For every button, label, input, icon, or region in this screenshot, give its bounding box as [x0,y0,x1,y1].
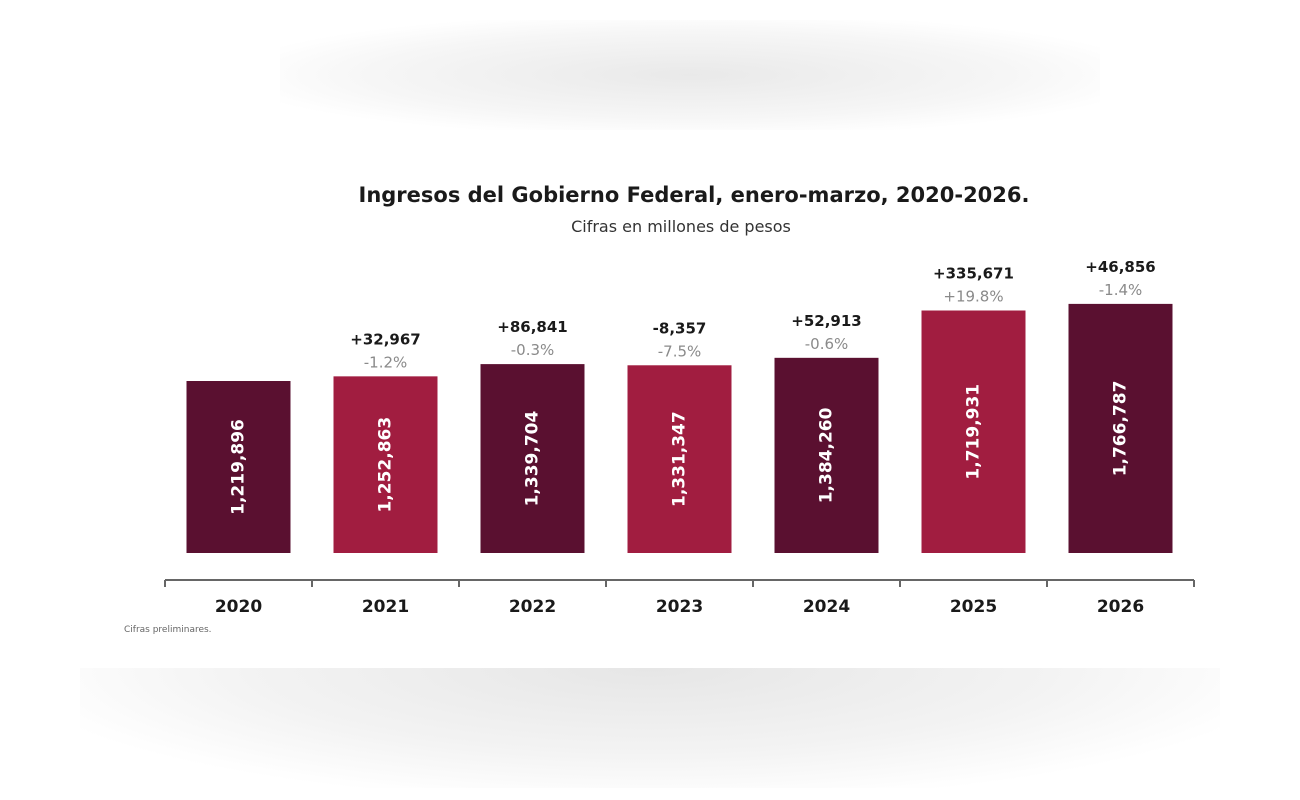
bar-value-label: 1,339,704 [523,411,543,507]
bar-value-label: 1,766,787 [1111,381,1131,477]
x-tick-label: 2024 [803,597,850,617]
bar-2026 [1068,303,1173,553]
x-tick-label: 2023 [656,597,703,617]
change-abs-label: +32,967 [350,330,420,348]
x-tick-label: 2026 [1097,597,1144,617]
change-abs-label: +46,856 [1085,258,1155,276]
bar-value-label: 1,384,260 [817,407,837,503]
background-blur-top [280,20,1100,130]
bar-value-label: 1,252,863 [376,417,396,513]
bar-2021 [333,376,438,553]
change-pct-label: -0.6% [805,335,849,353]
x-tick-label: 2022 [509,597,556,617]
change-abs-label: +86,841 [497,318,567,336]
bar-2025 [921,310,1026,553]
chart-subtitle: Cifras en millones de pesos [571,217,791,236]
x-tick-label: 2025 [950,597,997,617]
change-pct-label: -0.3% [511,341,555,359]
change-abs-label: +52,913 [791,312,861,330]
change-abs-label: +335,671 [933,264,1014,282]
change-pct-label: -1.4% [1099,281,1143,299]
x-tick-label: 2021 [362,597,409,617]
bar-2024 [774,357,879,553]
change-pct-label: -1.2% [364,353,408,371]
change-pct-label: +19.8% [943,287,1003,305]
change-abs-label: -8,357 [653,319,707,337]
change-pct-label: -7.5% [658,342,702,360]
bar-value-label: 1,331,347 [670,411,690,507]
footnote: Cifras preliminares. [124,625,212,635]
bar-value-label: 1,219,896 [229,419,249,515]
x-tick-label: 2020 [215,597,262,617]
bar-2023 [627,365,732,553]
bar-2022 [480,364,585,553]
bar-2020 [186,381,291,553]
chart-title: Ingresos del Gobierno Federal, enero-mar… [358,183,1030,207]
background-blur-bottom [80,668,1220,788]
bar-value-label: 1,719,931 [964,384,984,480]
